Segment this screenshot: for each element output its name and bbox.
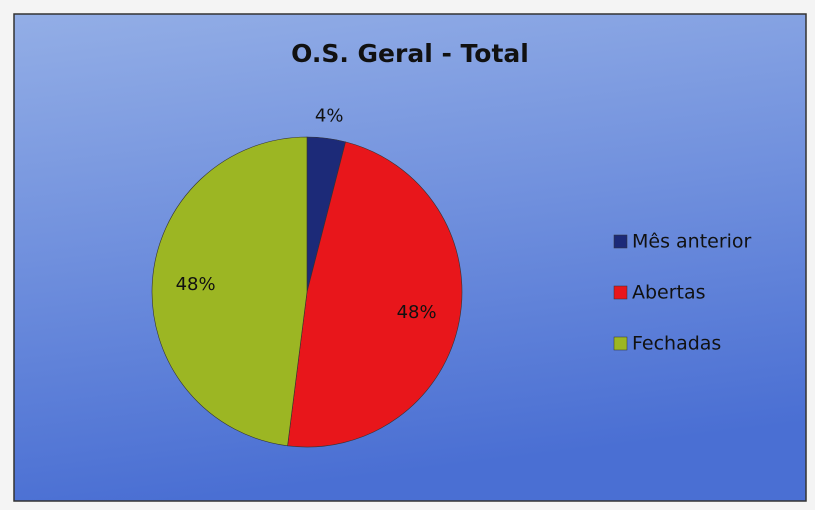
pie-slice <box>151 136 308 447</box>
data-label: 48% <box>397 302 437 323</box>
pie-slice <box>287 141 463 448</box>
pie: 4% 48% 48% <box>151 105 463 448</box>
chart-title: O.S. Geral - Total <box>291 39 529 68</box>
legend-swatch <box>613 336 628 351</box>
legend: Mês anterior Abertas Fechadas <box>613 231 752 355</box>
legend-label: Mês anterior <box>632 231 752 253</box>
legend-label: Abertas <box>632 282 706 304</box>
legend-label: Fechadas <box>632 333 721 355</box>
data-label: 4% <box>315 105 344 126</box>
data-label: 48% <box>176 274 216 295</box>
legend-swatch <box>613 285 628 300</box>
legend-swatch <box>613 234 628 249</box>
